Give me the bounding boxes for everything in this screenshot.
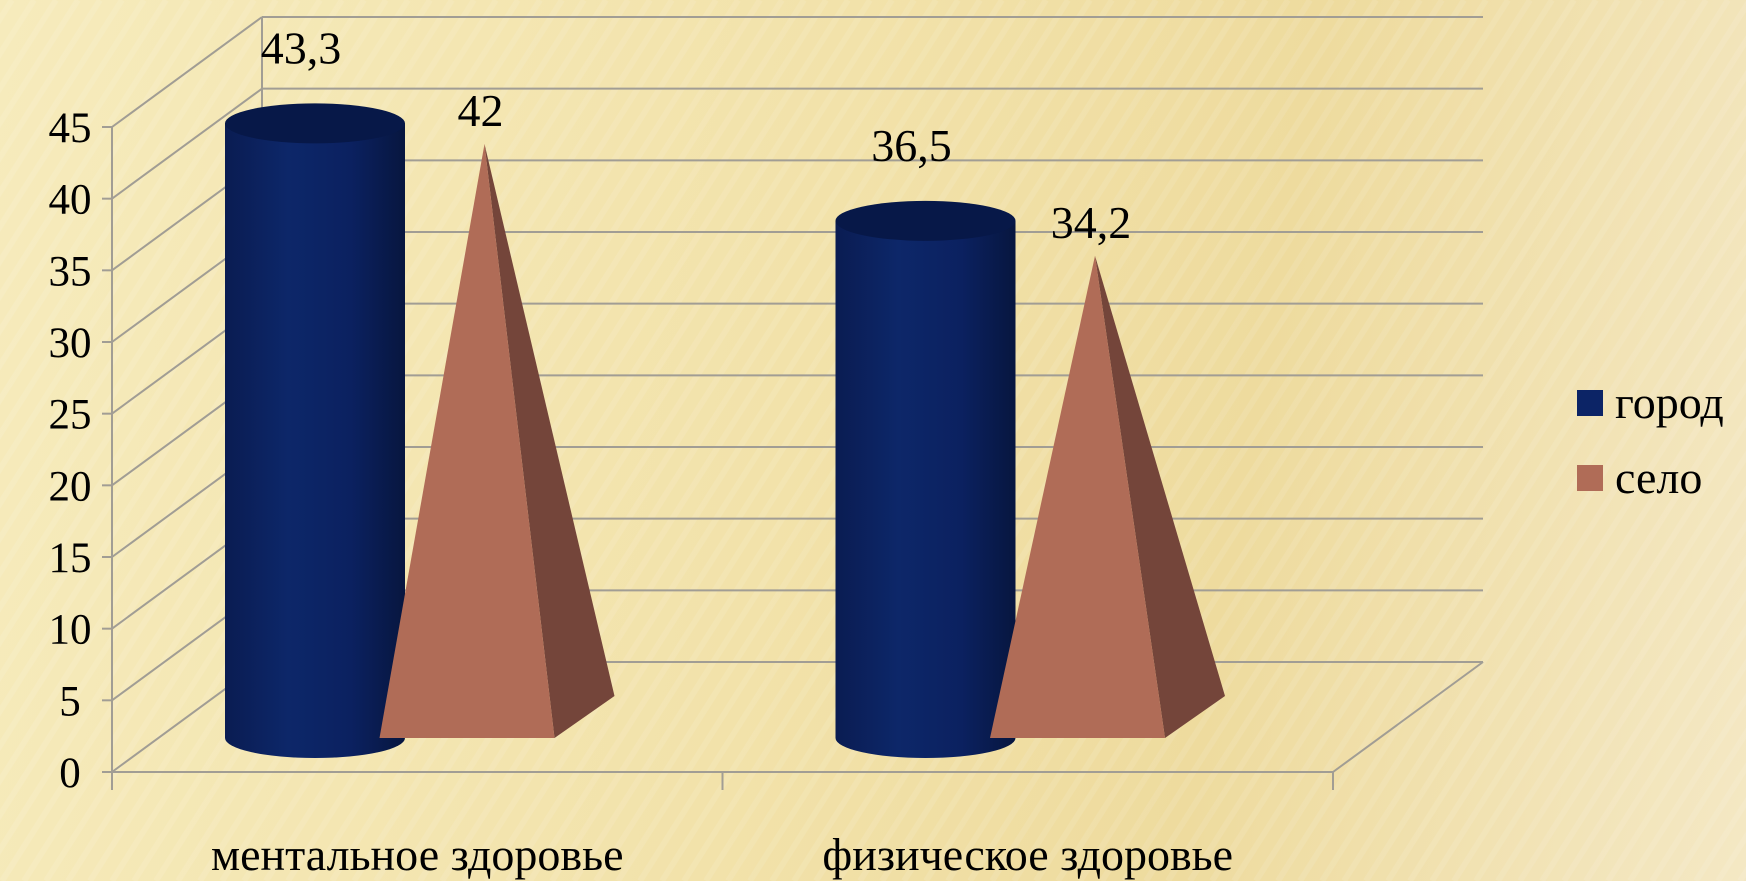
bar-город-2 — [836, 221, 1016, 758]
legend-label: село — [1615, 452, 1702, 503]
bar-top-город-1 — [225, 103, 405, 143]
data-label: 36,5 — [871, 120, 952, 171]
y-tick-label: 30 — [49, 320, 92, 367]
bar-город-1 — [225, 123, 405, 758]
bar-top-город-2 — [836, 201, 1016, 241]
x-category-label: ментальное здоровье — [211, 829, 624, 880]
data-label: 34,2 — [1051, 197, 1132, 248]
background-stripe — [1564, 0, 1746, 881]
x-category-label: физическое здоровье — [822, 829, 1233, 880]
y-tick-label: 45 — [49, 105, 92, 152]
y-tick-label: 15 — [49, 535, 92, 582]
data-label: 42 — [458, 85, 504, 136]
legend-swatch-1 — [1577, 390, 1603, 416]
y-tick-label: 0 — [59, 750, 81, 797]
y-tick-label: 5 — [59, 678, 81, 725]
legend-swatch-2 — [1577, 465, 1603, 491]
y-tick-label: 25 — [49, 392, 92, 439]
data-label: 43,3 — [261, 22, 342, 73]
y-tick-label: 35 — [49, 248, 92, 295]
y-tick-label: 40 — [49, 177, 92, 224]
background-stripe — [1300, 0, 1746, 881]
y-tick-label: 20 — [49, 463, 92, 510]
background-stripe — [1432, 0, 1746, 881]
background-stripe — [1740, 0, 1746, 881]
legend-label: город — [1615, 377, 1724, 428]
background-stripe — [0, 0, 12, 881]
background-stripe — [0, 0, 188, 881]
y-tick-label: 10 — [49, 607, 92, 654]
